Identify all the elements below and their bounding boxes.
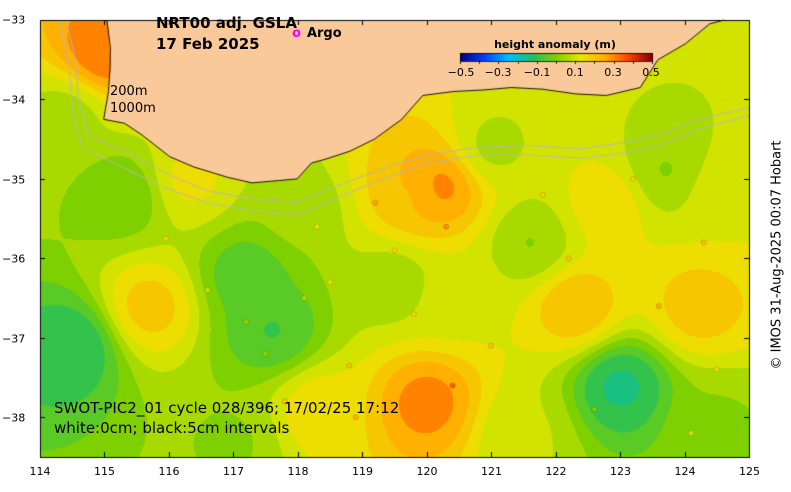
lon-tick: 119 <box>352 465 373 478</box>
lon-tick: 114 <box>29 465 51 478</box>
argo-marker-icon: o <box>292 26 301 41</box>
contour-interval-info: white:0cm; black:5cm intervals <box>54 419 290 437</box>
lat-tick: −34 <box>2 93 26 107</box>
lat-tick: −33 <box>2 13 26 27</box>
credit-text: © IMOS 31-Aug-2025 00:07 Hobart <box>769 140 785 370</box>
lon-tick: 115 <box>94 465 115 478</box>
lon-tick: 116 <box>158 465 180 478</box>
isobath-1000m-label: 1000m <box>110 101 156 116</box>
lon-tick: 117 <box>223 465 244 478</box>
lat-tick: −35 <box>2 173 26 187</box>
swot-track-info: SWOT-PIC2_01 cycle 028/396; 17/02/25 17:… <box>54 399 400 417</box>
lon-tick: 123 <box>610 465 631 478</box>
map-date: 17 Feb 2025 <box>156 35 260 53</box>
lon-tick: 118 <box>287 465 309 478</box>
colorbar-tick: 0.3 <box>604 66 622 79</box>
argo-legend: o Argo <box>292 26 342 41</box>
colorbar-title: height anomaly (m) <box>494 38 616 51</box>
lon-tick: 122 <box>545 465 567 478</box>
lon-tick: 124 <box>674 465 696 478</box>
lon-tick: 121 <box>481 465 502 478</box>
lat-tick: −37 <box>2 332 26 346</box>
colorbar-tick: 0.5 <box>642 66 660 79</box>
colorbar-tick: 0.1 <box>566 66 584 79</box>
argo-legend-label: Argo <box>306 26 342 41</box>
lon-tick: 125 <box>739 465 760 478</box>
colorbar-tick: −0.5 <box>447 66 475 79</box>
isobath-200m-label: 200m <box>110 84 148 99</box>
lon-tick: 120 <box>416 465 438 478</box>
colorbar-tick: −0.3 <box>484 66 512 79</box>
lat-tick: −36 <box>2 252 26 266</box>
map-title: NRT00 adj. GSLA <box>156 14 297 32</box>
lat-tick: −38 <box>2 411 26 425</box>
colorbar-tick: −0.1 <box>523 66 551 79</box>
